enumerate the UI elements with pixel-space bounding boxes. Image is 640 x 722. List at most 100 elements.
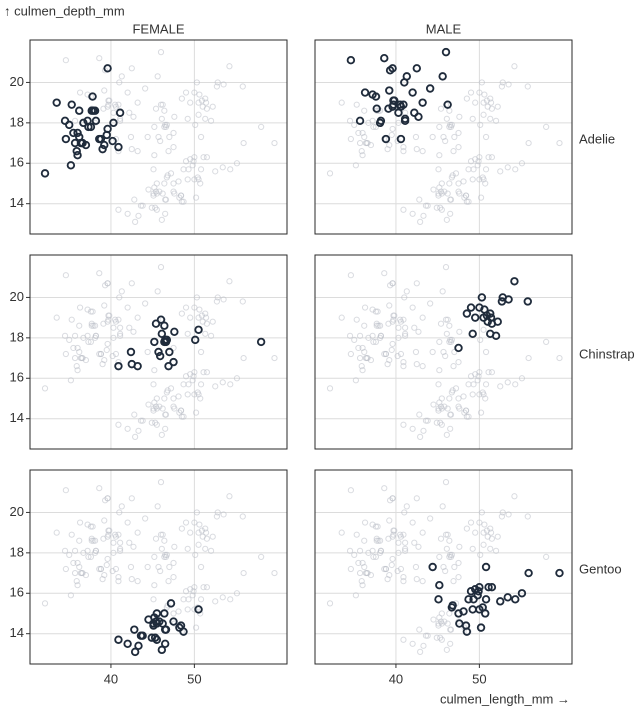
background-point — [402, 332, 409, 339]
background-point — [442, 567, 449, 575]
point — [462, 309, 472, 318]
background-point — [470, 381, 477, 388]
background-point — [214, 509, 221, 516]
background-point — [358, 578, 365, 585]
background-point — [84, 306, 91, 313]
background-point — [187, 314, 194, 321]
background-point — [106, 312, 113, 319]
background-point — [194, 389, 201, 396]
background-point — [71, 354, 79, 362]
background-point — [338, 314, 345, 321]
background-point — [455, 559, 462, 567]
background-point — [85, 338, 92, 345]
background-point — [200, 584, 207, 591]
point — [79, 118, 88, 128]
background-point — [162, 210, 169, 217]
background-point — [439, 503, 446, 510]
background-point — [76, 89, 84, 96]
background-point — [180, 381, 187, 388]
point — [69, 128, 78, 138]
background-point — [361, 537, 368, 544]
background-point — [126, 109, 133, 116]
point — [477, 293, 487, 302]
background-point — [157, 101, 165, 108]
panel-frame — [29, 469, 288, 665]
background-point — [202, 330, 209, 337]
point — [428, 562, 437, 572]
background-point — [110, 109, 117, 116]
background-point — [497, 383, 504, 390]
background-point — [455, 129, 462, 137]
point — [95, 134, 104, 144]
point — [169, 357, 178, 367]
background-point — [412, 348, 420, 356]
point — [52, 98, 61, 107]
background-point — [116, 294, 123, 301]
background-point — [442, 352, 449, 360]
background-point — [395, 539, 402, 546]
panel-frame — [29, 254, 288, 450]
y-tick-label: 18 — [10, 329, 24, 344]
background-point — [150, 381, 157, 388]
point — [40, 169, 50, 178]
background-point — [359, 152, 366, 159]
background-point — [443, 646, 450, 653]
background-point — [97, 565, 105, 573]
background-point — [153, 180, 160, 187]
point — [466, 587, 476, 596]
background-point — [226, 493, 233, 500]
background-point — [128, 495, 135, 502]
background-point — [435, 405, 442, 412]
background-point — [220, 296, 227, 303]
background-point — [364, 354, 371, 362]
background-point — [197, 166, 205, 173]
background-point — [66, 336, 73, 343]
point — [396, 134, 406, 144]
background-point — [91, 549, 99, 556]
point — [454, 343, 463, 353]
background-point — [271, 354, 278, 362]
background-point — [480, 541, 487, 548]
y-tick-label: 16 — [10, 585, 24, 600]
background-point — [382, 350, 390, 358]
background-point — [456, 405, 463, 412]
background-point — [361, 563, 368, 571]
point — [503, 593, 512, 602]
background-point — [482, 381, 490, 388]
background-point — [76, 563, 83, 571]
background-point — [446, 338, 453, 345]
background-point — [212, 168, 219, 175]
background-point — [115, 421, 122, 428]
background-point — [400, 574, 407, 581]
background-point — [470, 166, 477, 173]
background-point — [430, 186, 437, 193]
background-point — [192, 121, 199, 128]
background-point — [41, 600, 49, 607]
background-point — [447, 411, 455, 418]
background-point — [68, 531, 75, 538]
background-point — [438, 395, 445, 402]
panel-frame — [29, 39, 288, 235]
background-point — [358, 148, 365, 155]
background-point — [512, 381, 519, 388]
background-point — [130, 113, 137, 120]
background-point — [131, 196, 138, 203]
point — [147, 633, 157, 642]
point — [88, 92, 97, 101]
background-point — [455, 395, 462, 402]
background-point — [203, 320, 210, 327]
background-point — [177, 407, 185, 414]
point — [466, 303, 476, 312]
background-point — [462, 407, 470, 414]
column-label: MALE — [426, 21, 462, 36]
background-point — [400, 206, 407, 213]
background-point — [386, 141, 393, 149]
background-point — [185, 596, 192, 603]
point — [103, 64, 112, 73]
background-point — [469, 391, 476, 398]
background-point — [62, 487, 69, 494]
background-point — [504, 164, 511, 171]
background-point — [488, 535, 495, 542]
background-point — [417, 218, 424, 225]
background-point — [203, 105, 210, 112]
